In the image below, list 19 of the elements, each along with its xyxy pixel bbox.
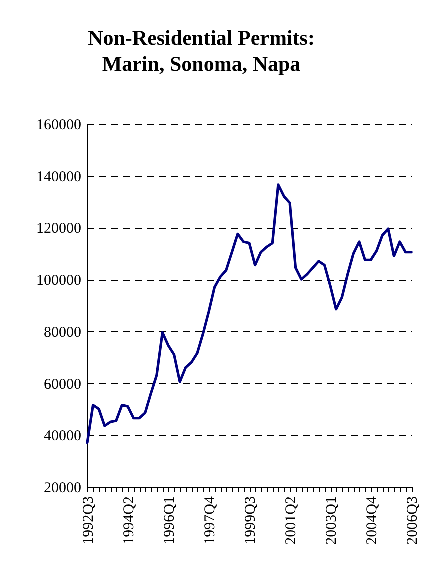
- y-tick-label: 80000: [44, 324, 82, 341]
- y-tick-label: 20000: [44, 480, 82, 496]
- y-tick-label: 100000: [36, 273, 82, 290]
- y-tick-label: 160000: [36, 118, 82, 134]
- y-tick-label: 140000: [36, 169, 82, 186]
- x-tick-label: 1996Q1: [162, 496, 178, 545]
- x-tick-label: 1992Q3: [80, 496, 97, 545]
- x-tick-label: 1994Q2: [121, 496, 138, 545]
- chart-title: Non-Residential Permits: Marin, Sonoma, Napa: [88, 26, 315, 76]
- x-tick-label: 2001Q2: [284, 496, 300, 545]
- y-tick-label: 40000: [44, 428, 82, 445]
- x-tick-label: 1997Q4: [202, 496, 218, 545]
- y-tick-label: 60000: [44, 376, 82, 393]
- x-tick-label: 2003Q1: [324, 496, 340, 545]
- x-tick-label: 2006Q3: [405, 496, 422, 545]
- x-tick-label: 2004Q4: [364, 496, 381, 545]
- line-series: [86, 184, 413, 444]
- x-tick-label: 1999Q3: [243, 496, 259, 545]
- y-tick-label: 120000: [36, 221, 82, 238]
